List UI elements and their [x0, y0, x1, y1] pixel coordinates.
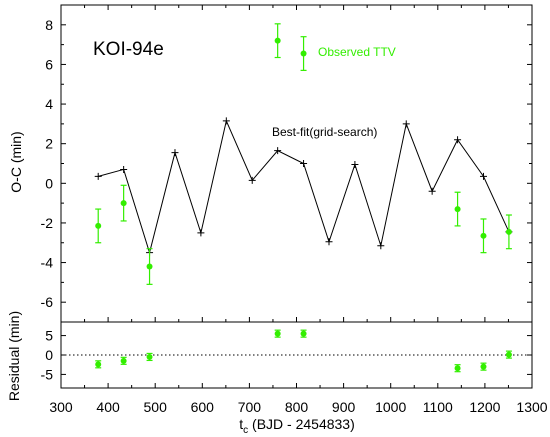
best-fit-marker — [222, 117, 230, 125]
best-fit-marker — [351, 160, 359, 168]
residual-point — [300, 330, 307, 337]
observed-ttv-point — [146, 263, 153, 270]
best-fit-marker — [274, 147, 282, 155]
x-tick-label: 1100 — [423, 399, 453, 415]
main-y-tick-label: -4 — [41, 255, 54, 271]
best-fit-marker — [120, 165, 128, 173]
best-fit-marker — [248, 176, 256, 184]
x-axis-label-main: t — [239, 416, 243, 432]
best-fit-marker — [454, 136, 462, 144]
main-y-tick-label: 6 — [45, 56, 53, 72]
main-y-axis-label: O-C (min) — [8, 131, 24, 192]
x-axis-label-rest: (BJD - 2454833) — [248, 416, 355, 432]
residual-point — [274, 330, 281, 337]
legend-model-label: Best-fit(grid-search) — [272, 125, 377, 139]
x-tick-label: 800 — [285, 399, 309, 415]
observed-ttv-point — [120, 200, 127, 207]
residual-point — [120, 357, 127, 364]
main-y-tick-label: -6 — [41, 294, 54, 310]
main-series-lines — [94, 117, 513, 257]
x-axis-label-subscript: c — [243, 425, 248, 436]
residual-y-tick-label: -5 — [41, 366, 54, 382]
observed-ttv-point — [480, 232, 487, 239]
chart-title: KOI-94e — [93, 39, 164, 60]
main-y-tick-label: 4 — [45, 96, 53, 112]
main-y-axis: -6 -4 -2 0 2 4 6 8 — [41, 4, 532, 323]
best-fit-marker — [402, 120, 410, 128]
x-tick-label: 1000 — [375, 399, 406, 415]
residual-panel: -5 0 5 300 400 500 600 700 800 900 1000 1100 1200 13… — [6, 311, 548, 436]
residual-x-axis: 300 400 500 600 700 800 900 1000 1100 1200 1300 — [49, 383, 548, 415]
main-y-tick-label: 2 — [45, 136, 53, 152]
residual-points — [95, 329, 512, 373]
x-tick-label: 900 — [332, 399, 356, 415]
best-fit-marker — [197, 229, 205, 237]
residual-point — [146, 353, 153, 360]
residual-point — [454, 365, 461, 372]
best-fit-marker — [94, 172, 102, 180]
main-y-tick-label: 0 — [45, 175, 53, 191]
observed-ttv-point — [300, 50, 307, 57]
main-y-tick-label: -2 — [41, 215, 54, 231]
residual-point — [95, 361, 102, 368]
x-tick-label: 1200 — [469, 399, 500, 415]
legend-observed: Observed TTV — [318, 45, 396, 59]
best-fit-line — [98, 119, 510, 255]
residual-point — [480, 363, 487, 370]
x-tick-label: 400 — [96, 399, 120, 415]
best-fit-marker — [325, 238, 333, 246]
residual-y-axis-label: Residual (min) — [6, 311, 22, 401]
best-fit-marker — [300, 160, 308, 167]
x-axis-label: tc (BJD - 2454833) — [239, 416, 355, 436]
main-y-tick-label: 8 — [45, 17, 53, 33]
best-fit-marker — [428, 187, 436, 195]
residual-point — [505, 351, 512, 358]
x-tick-label: 600 — [191, 399, 215, 415]
main-panel: -6 -4 -2 0 2 4 6 8 KOI-94e Observed TTV Best-fi… — [8, 4, 533, 323]
observed-ttv-point — [454, 206, 461, 213]
x-tick-label: 700 — [238, 399, 262, 415]
residual-y-tick-label: 0 — [45, 347, 53, 363]
observed-ttv-point — [95, 222, 102, 229]
residual-y-tick-label: 5 — [45, 328, 53, 344]
x-tick-label: 500 — [144, 399, 168, 415]
best-fit-marker — [479, 172, 487, 180]
x-tick-label: 300 — [49, 399, 73, 415]
observed-ttv-point — [505, 228, 512, 235]
observed-ttv-point — [274, 37, 281, 44]
x-tick-label: 1300 — [516, 399, 547, 415]
best-fit-marker — [377, 242, 385, 250]
best-fit-marker — [171, 149, 179, 157]
legend-observed-label: Observed TTV — [318, 45, 396, 59]
main-series-points — [95, 23, 512, 285]
